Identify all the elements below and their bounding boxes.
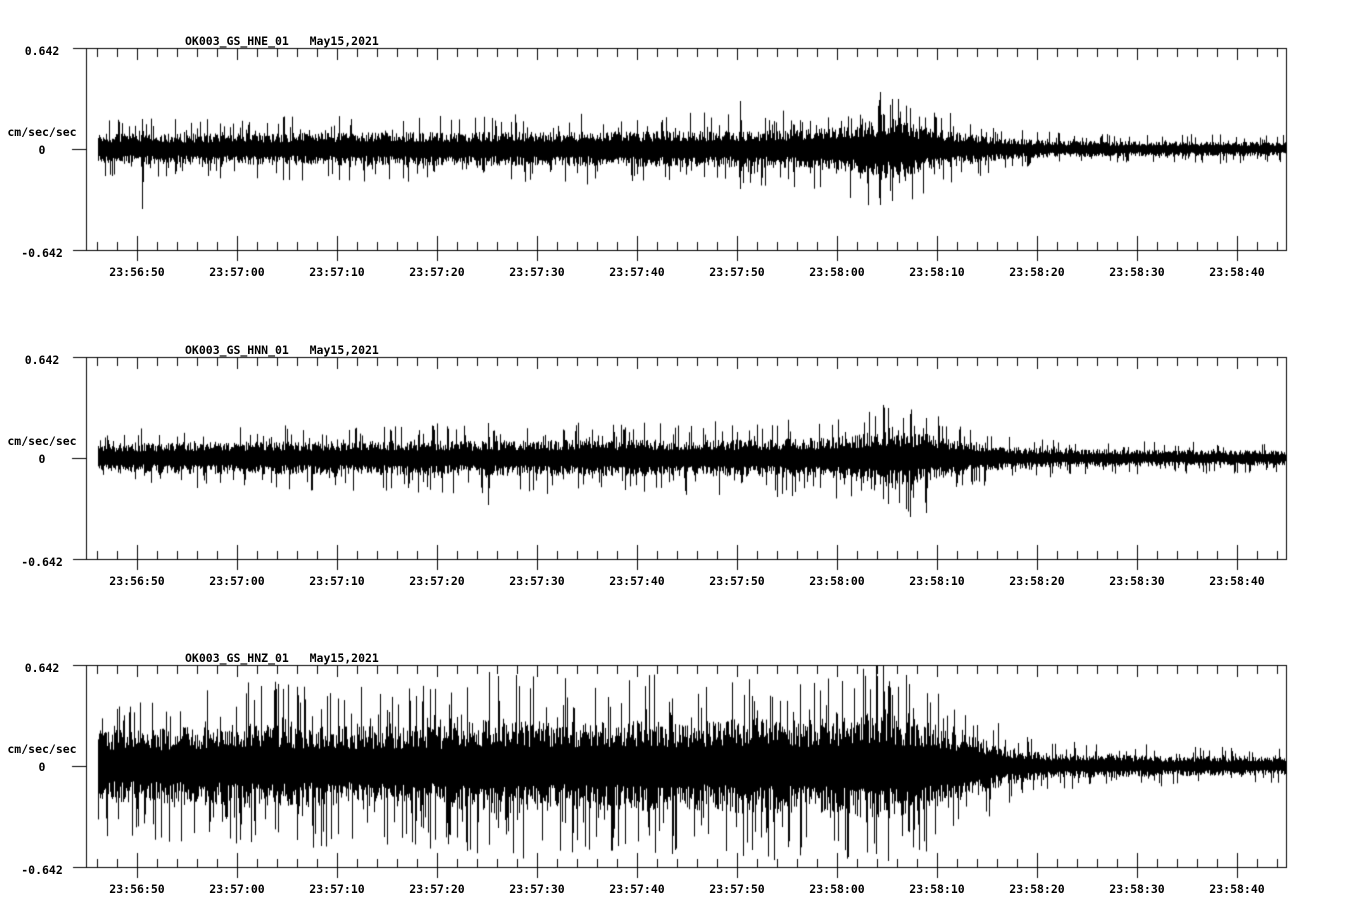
- x-axis-tick-label: 23:58:00: [809, 882, 865, 896]
- x-axis-tick-label: 23:58:30: [1109, 574, 1165, 588]
- y-axis-tick-label-zero: 0: [38, 760, 46, 774]
- x-axis-tick-label: 23:57:30: [509, 265, 565, 279]
- x-axis-tick-label: 23:57:30: [509, 574, 565, 588]
- trace-title: OK003_GS_HNZ_01 May15,2021: [185, 651, 379, 665]
- x-axis-tick-label: 23:57:50: [709, 882, 765, 896]
- x-axis-tick-label: 23:57:50: [709, 574, 765, 588]
- y-axis-tick-label-zero: 0: [38, 452, 46, 466]
- x-axis-tick-label: 23:58:40: [1209, 882, 1265, 896]
- y-axis-tick-label-zero: 0: [38, 143, 46, 157]
- x-axis-tick-label: 23:57:20: [409, 882, 465, 896]
- x-axis-tick-label: 23:58:10: [909, 265, 965, 279]
- x-axis-tick-label: 23:56:50: [109, 574, 165, 588]
- x-axis-tick-label: 23:57:40: [609, 882, 665, 896]
- trace-title: OK003_GS_HNE_01 May15,2021: [185, 34, 379, 48]
- x-axis-tick-label: 23:57:00: [209, 882, 265, 896]
- x-axis-tick-label: 23:56:50: [109, 882, 165, 896]
- x-axis-tick-label: 23:57:20: [409, 574, 465, 588]
- x-axis-tick-label: 23:57:10: [309, 574, 365, 588]
- y-axis-tick-label-max: 0.642: [24, 44, 60, 58]
- x-axis-tick-label: 23:58:30: [1109, 265, 1165, 279]
- x-axis-tick-label: 23:57:20: [409, 265, 465, 279]
- y-axis-unit-label: cm/sec/sec: [7, 434, 77, 448]
- x-axis-tick-label: 23:57:40: [609, 574, 665, 588]
- y-axis-tick-label-max: 0.642: [24, 353, 60, 367]
- x-axis-tick-label: 23:57:00: [209, 265, 265, 279]
- trace-title: OK003_GS_HNN_01 May15,2021: [185, 343, 379, 357]
- y-axis-tick-label-max: 0.642: [24, 661, 60, 675]
- y-axis-tick-label-min: -0.642: [21, 863, 63, 877]
- x-axis-tick-label: 23:58:40: [1209, 574, 1265, 588]
- x-axis-tick-label: 23:57:10: [309, 882, 365, 896]
- x-axis-tick-label: 23:58:20: [1009, 574, 1065, 588]
- y-axis-unit-label: cm/sec/sec: [7, 742, 77, 756]
- y-axis-unit-label: cm/sec/sec: [7, 125, 77, 139]
- x-axis-tick-label: 23:57:10: [309, 265, 365, 279]
- x-axis-tick-label: 23:57:50: [709, 265, 765, 279]
- x-axis-tick-label: 23:58:10: [909, 882, 965, 896]
- x-axis-tick-label: 23:56:50: [109, 265, 165, 279]
- x-axis-tick-label: 23:58:00: [809, 574, 865, 588]
- x-axis-tick-label: 23:58:10: [909, 574, 965, 588]
- x-axis-tick-label: 23:57:40: [609, 265, 665, 279]
- x-axis-tick-label: 23:58:40: [1209, 265, 1265, 279]
- x-axis-tick-label: 23:58:30: [1109, 882, 1165, 896]
- y-axis-tick-label-min: -0.642: [21, 246, 63, 260]
- x-axis-tick-label: 23:57:30: [509, 882, 565, 896]
- x-axis-tick-label: 23:58:20: [1009, 882, 1065, 896]
- y-axis-tick-label-min: -0.642: [21, 555, 63, 569]
- x-axis-tick-label: 23:58:00: [809, 265, 865, 279]
- x-axis-tick-label: 23:57:00: [209, 574, 265, 588]
- x-axis-tick-label: 23:58:20: [1009, 265, 1065, 279]
